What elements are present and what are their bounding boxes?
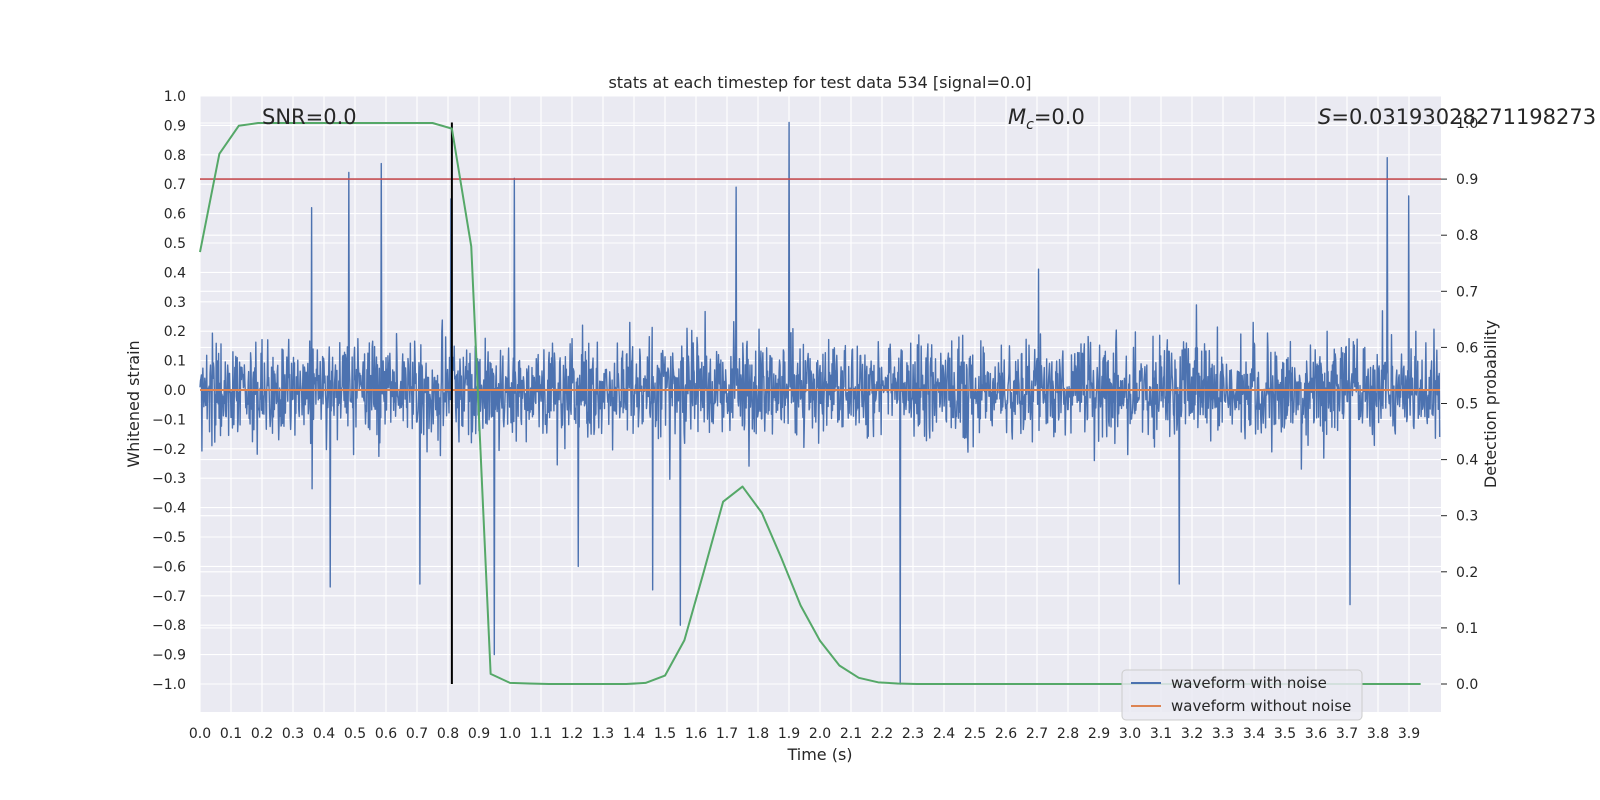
y-tick-label-right: 0.9 [1456, 172, 1478, 188]
y-tick-label-right: 0.3 [1456, 509, 1478, 525]
y-tick-label-left: −0.8 [152, 618, 186, 634]
x-tick-label: 0.1 [220, 726, 242, 742]
y-tick-label-left: −0.4 [152, 501, 186, 517]
x-tick-label: 1.9 [778, 726, 800, 742]
y-tick-label-left: −0.5 [152, 530, 186, 546]
x-tick-label: 3.2 [1181, 726, 1203, 742]
x-tick-label: 2.8 [1057, 726, 1079, 742]
y-tick-label-left: 0.9 [164, 118, 186, 134]
y-tick-label-left: 0.2 [164, 324, 186, 340]
x-tick-label: 0.5 [344, 726, 366, 742]
y-tick-label-left: 0.8 [164, 148, 186, 164]
y-tick-label-right: 1.0 [1456, 116, 1478, 132]
x-tick-label: 0.7 [406, 726, 428, 742]
x-tick-label: 0.6 [375, 726, 397, 742]
y-tick-label-left: 0.5 [164, 236, 186, 252]
x-tick-label: 1.7 [716, 726, 738, 742]
x-tick-label: 2.2 [871, 726, 893, 742]
y-tick-label-right: 0.6 [1456, 340, 1478, 356]
x-tick-label: 3.0 [1119, 726, 1141, 742]
x-tick-label: 3.6 [1305, 726, 1327, 742]
noise-layer [199, 121, 1441, 685]
x-tick-label: 3.8 [1367, 726, 1389, 742]
x-tick-label: 3.1 [1150, 726, 1172, 742]
chart-title: stats at each timestep for test data 534… [608, 73, 1031, 92]
y-tick-label-left: −1.0 [152, 677, 186, 693]
y-tick-label-left: −0.2 [152, 442, 186, 458]
x-tick-label: 3.3 [1212, 726, 1234, 742]
y-tick-label-right: 0.8 [1456, 228, 1478, 244]
x-tick-label: 1.8 [747, 726, 769, 742]
legend-label-noise: waveform with noise [1171, 674, 1327, 692]
y-tick-label-left: 0.3 [164, 295, 186, 311]
x-tick-label: 2.9 [1088, 726, 1110, 742]
x-tick-label: 1.0 [499, 726, 521, 742]
x-tick-label: 2.4 [933, 726, 955, 742]
y-tick-label-right: 0.4 [1456, 453, 1478, 469]
noisy-waveform-line [199, 121, 1441, 685]
x-tick-label: 0.3 [282, 726, 304, 742]
x-tick-label: 2.5 [964, 726, 986, 742]
x-tick-label: 2.3 [902, 726, 924, 742]
x-tick-label: 3.7 [1336, 726, 1358, 742]
y-tick-label-left: 0.7 [164, 177, 186, 193]
x-tick-label: 3.5 [1274, 726, 1296, 742]
y-tick-label-right: 0.7 [1456, 284, 1478, 300]
y-tick-label-left: −0.6 [152, 559, 186, 575]
x-tick-label: 0.8 [437, 726, 459, 742]
x-tick-label: 2.7 [1026, 726, 1048, 742]
legend: waveform with noise waveform without noi… [1121, 669, 1363, 721]
x-axis-label: Time (s) [786, 745, 852, 764]
x-tick-label: 0.9 [468, 726, 490, 742]
y-tick-label-right: 0.1 [1456, 621, 1478, 637]
y-tick-label-right: 0.0 [1456, 677, 1478, 693]
y-tick-label-left: 0.4 [164, 265, 186, 281]
y-tick-label-left: −0.3 [152, 471, 186, 487]
y-tick-label-right: 0.2 [1456, 565, 1478, 581]
chirp-mass-annotation: Mc=0.0 [1008, 105, 1085, 133]
x-tick-label: 1.2 [561, 726, 583, 742]
y-tick-label-left: 0.6 [164, 207, 186, 223]
y-tick-label-right: 0.5 [1456, 397, 1478, 413]
x-tick-label: 1.5 [654, 726, 676, 742]
x-tick-label: 1.3 [592, 726, 614, 742]
y-tick-label-left: 0.1 [164, 354, 186, 370]
x-tick-label: 1.1 [530, 726, 552, 742]
y-axis-label-right: Detection probability [1481, 320, 1500, 488]
score-annotation: S=0.03193028271198273 [1318, 105, 1596, 129]
legend-label-clean: waveform without noise [1171, 697, 1351, 715]
x-tick-label: 2.0 [809, 726, 831, 742]
x-tick-label: 2.6 [995, 726, 1017, 742]
x-tick-label: 1.6 [685, 726, 707, 742]
y-tick-label-left: −0.1 [152, 412, 186, 428]
x-tick-label: 0.4 [313, 726, 335, 742]
y-tick-label-left: 1.0 [164, 89, 186, 105]
x-tick-label: 0.2 [251, 726, 273, 742]
x-tick-label: 3.4 [1243, 726, 1265, 742]
x-tick-label: 0.0 [189, 726, 211, 742]
y-tick-label-left: −0.7 [152, 589, 186, 605]
y-axis-label-left: Whitened strain [124, 340, 143, 467]
y-tick-label-left: −0.9 [152, 648, 186, 664]
x-tick-label: 2.1 [840, 726, 862, 742]
x-tick-label: 3.9 [1398, 726, 1420, 742]
y-tick-label-left: 0.0 [164, 383, 186, 399]
snr-annotation: SNR=0.0 [262, 105, 357, 129]
legend-box [1121, 669, 1363, 721]
x-tick-label: 1.4 [623, 726, 645, 742]
tick-layer: 0.0 0.1 0.2 0.3 0.4 0.5 0.6 0.7 0.8 0.9 1.0 1.1 1.2 1… [152, 89, 1478, 742]
